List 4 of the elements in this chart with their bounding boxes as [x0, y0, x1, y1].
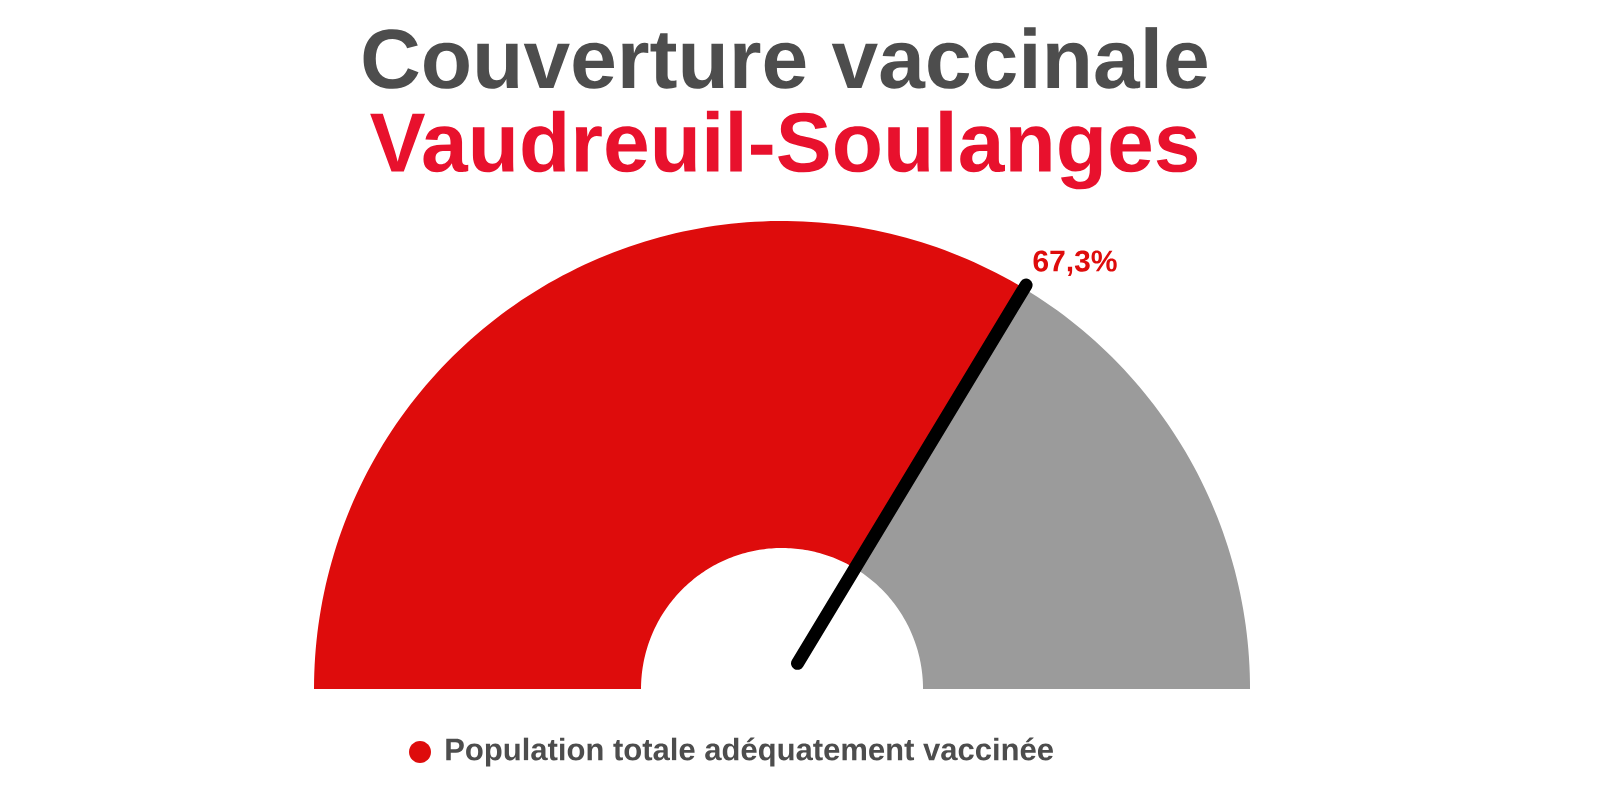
legend-label: Population totale adéquatement vaccinée [446, 737, 1053, 767]
chart-subtitle: Vaudreuil-Soulanges [370, 110, 1198, 190]
data-label: 67,3% [1033, 250, 1117, 276]
chart-title: Couverture vaccinale [363, 27, 1207, 89]
